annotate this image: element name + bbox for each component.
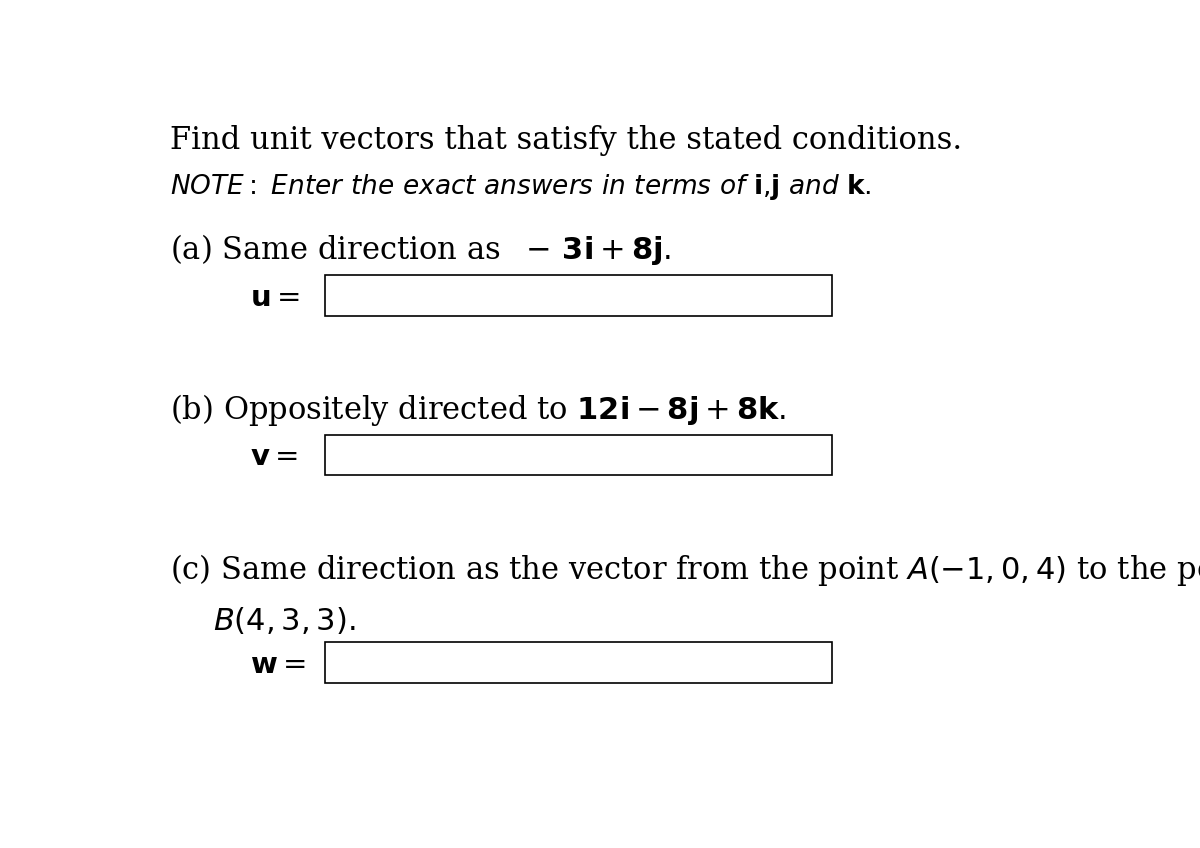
Text: (a) Same direction as $\ -\,\mathbf{3i} + \mathbf{8j}.$: (a) Same direction as $\ -\,\mathbf{3i} … xyxy=(170,232,672,267)
Text: $\mathbf{u} =$: $\mathbf{u} =$ xyxy=(251,283,300,312)
Text: (b) Oppositely directed to $\mathbf{12i} - \mathbf{8j} + \mathbf{8k}.$: (b) Oppositely directed to $\mathbf{12i}… xyxy=(170,393,786,428)
FancyBboxPatch shape xyxy=(325,435,832,475)
FancyBboxPatch shape xyxy=(325,276,832,316)
Text: Find unit vectors that satisfy the stated conditions.: Find unit vectors that satisfy the state… xyxy=(170,125,962,156)
Text: $B(4, 3, 3).$: $B(4, 3, 3).$ xyxy=(214,605,356,637)
Text: $\mathit{NOTE{:}\ Enter\ the\ exact\ answers\ in\ terms\ of\ }\mathbf{i}\mathit{: $\mathit{NOTE{:}\ Enter\ the\ exact\ ans… xyxy=(170,172,872,203)
Text: $\mathbf{w} =$: $\mathbf{w} =$ xyxy=(251,650,306,678)
Text: (c) Same direction as the vector from the point $A(-1, 0, 4)$ to the point: (c) Same direction as the vector from th… xyxy=(170,552,1200,589)
FancyBboxPatch shape xyxy=(325,643,832,683)
Text: $\mathbf{v} =$: $\mathbf{v} =$ xyxy=(251,443,299,471)
